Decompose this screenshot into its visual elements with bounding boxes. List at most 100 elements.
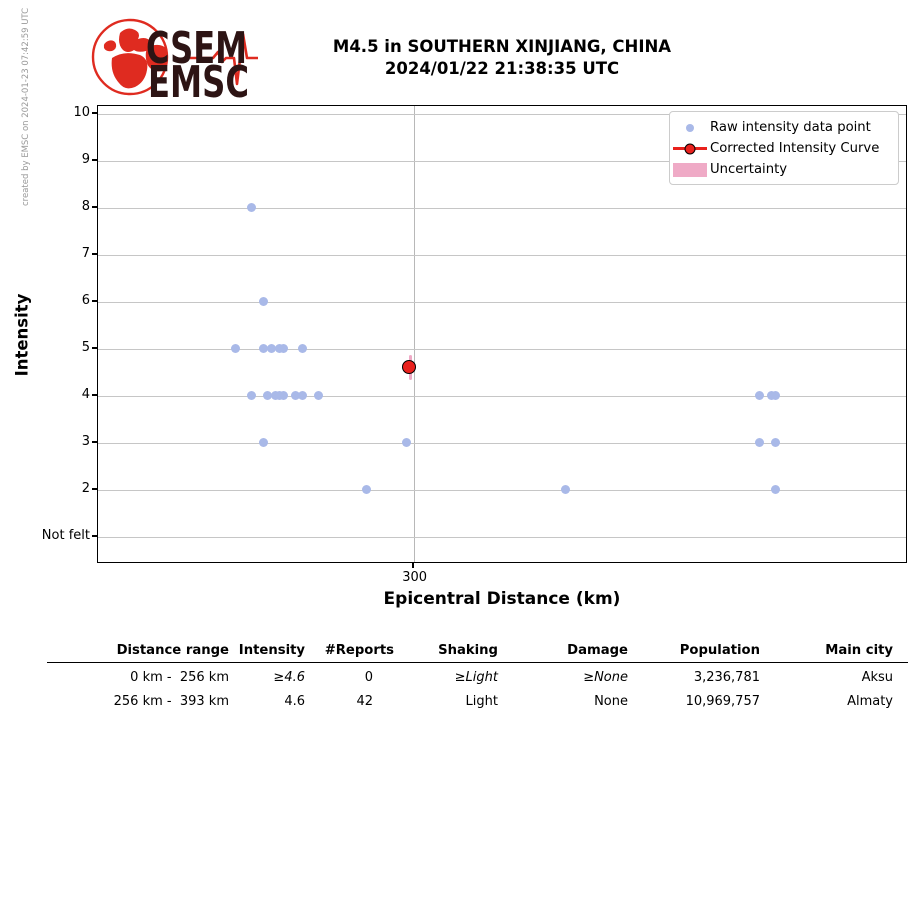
y-tick-mark — [91, 300, 97, 302]
table-header-reports: #Reports — [324, 643, 394, 658]
logo-seismogram-icon — [190, 32, 258, 86]
raw-data-point — [246, 203, 256, 213]
corrected-intensity-point — [402, 359, 417, 374]
raw-data-point — [258, 344, 268, 354]
y-gridline — [98, 348, 906, 350]
y-tick-mark — [91, 206, 97, 208]
legend-entry-raw: Raw intensity data point — [670, 117, 898, 138]
raw-data-point — [770, 438, 780, 448]
x-tick-label: 300 — [402, 570, 428, 585]
x-gridline — [413, 106, 415, 562]
raw-data-point — [246, 391, 256, 401]
y-tick-mark — [91, 159, 97, 161]
y-tick-label: Not felt — [41, 528, 90, 544]
y-gridline — [98, 301, 906, 303]
logo-text-emsc: EMSC — [148, 57, 249, 103]
legend-entry-corrected: Corrected Intensity Curve — [670, 138, 898, 159]
y-tick-mark — [91, 535, 97, 537]
y-gridline — [98, 489, 906, 491]
table-cell-damage: ≥None — [583, 669, 628, 685]
y-tick-label: 10 — [73, 105, 90, 121]
raw-data-point — [755, 391, 765, 401]
table-cell-shaking: Light — [465, 693, 498, 709]
x-tick-mark — [412, 563, 414, 568]
y-tick-label: 7 — [81, 246, 90, 262]
title-line-1: M4.5 in SOUTHERN XINJIANG, CHINA — [332, 37, 672, 56]
raw-data-point — [401, 438, 411, 448]
raw-data-point — [755, 438, 765, 448]
table-cell-city: Aksu — [861, 669, 893, 685]
raw-data-point — [298, 344, 308, 354]
table-cell-shaking: ≥Light — [454, 669, 498, 685]
legend-entry-uncertainty: Uncertainty — [670, 159, 898, 180]
y-tick-mark — [91, 347, 97, 349]
table-header-shaking: Shaking — [438, 643, 498, 658]
y-tick-label: 3 — [81, 434, 90, 450]
y-gridline — [98, 113, 906, 115]
logo-text-csem: CSEM — [146, 23, 247, 74]
y-tick-label: 2 — [81, 481, 90, 497]
legend-label-uncertainty: Uncertainty — [710, 162, 788, 177]
creation-credit: created by EMSC on 2024-01-23 07:42:59 U… — [21, 7, 31, 206]
table-cell-pop: 3,236,781 — [693, 669, 760, 685]
y-gridline — [98, 536, 906, 538]
raw-data-point — [266, 344, 276, 354]
corrected-curve-marker-icon — [670, 143, 710, 154]
chart-title: M4.5 in SOUTHERN XINJIANG, CHINA 2024/01… — [97, 36, 907, 79]
table-cell-dist: 0 km - 256 km — [130, 669, 229, 685]
y-gridline — [98, 160, 906, 162]
y-tick-label: 9 — [81, 152, 90, 168]
y-tick-mark — [91, 112, 97, 114]
table-cell-damage: None — [594, 693, 628, 709]
y-gridline — [98, 207, 906, 209]
y-gridline — [98, 254, 906, 256]
y-axis-label: Intensity — [12, 293, 32, 377]
raw-data-point — [314, 391, 324, 401]
summary-table: Distance range Intensity #Reports Shaking Da… — [47, 640, 908, 713]
x-axis-label: Epicentral Distance (km) — [383, 589, 621, 609]
y-tick-mark — [91, 441, 97, 443]
y-tick-mark — [91, 488, 97, 490]
y-gridline — [98, 442, 906, 444]
table-cell-pop: 10,969,757 — [685, 693, 760, 709]
uncertainty-patch-icon — [670, 162, 710, 177]
emsc-logo: CSEM EMSC — [91, 18, 258, 103]
raw-data-point — [278, 391, 288, 401]
y-tick-mark — [91, 394, 97, 396]
raw-data-point — [258, 438, 268, 448]
table-header-city: Main city — [825, 643, 893, 658]
raw-data-point — [230, 344, 240, 354]
y-gridline — [98, 395, 906, 397]
title-line-2: 2024/01/22 21:38:35 UTC — [384, 58, 620, 78]
legend: Raw intensity data point Corrected Inten… — [669, 111, 899, 185]
table-cell-reports: 0 — [364, 669, 373, 685]
raw-data-point — [770, 391, 780, 401]
table-header-rule — [47, 662, 908, 665]
raw-data-point — [560, 485, 570, 495]
table-cell-reports: 42 — [356, 693, 373, 709]
y-tick-label: 4 — [81, 387, 90, 403]
table-cell-int: 4.6 — [284, 693, 305, 709]
plot-area: Raw intensity data point Corrected Inten… — [97, 105, 907, 563]
y-tick-label: 8 — [81, 199, 90, 215]
table-cell-city: Almaty — [847, 693, 893, 709]
legend-label-raw: Raw intensity data point — [710, 120, 871, 135]
table-header-damage: Damage — [567, 643, 628, 658]
raw-data-point — [262, 391, 272, 401]
legend-label-corrected: Corrected Intensity Curve — [710, 141, 880, 156]
table-header-int: Intensity — [238, 643, 305, 658]
raw-data-point — [278, 344, 288, 354]
logo-continents-icon — [103, 28, 167, 89]
table-header-pop: Population — [679, 643, 760, 658]
raw-data-point — [290, 391, 300, 401]
y-tick-mark — [91, 253, 97, 255]
raw-data-point — [258, 297, 268, 307]
table-cell-int: ≥4.6 — [273, 669, 305, 685]
table-header-dist: Distance range — [116, 643, 229, 658]
raw-data-point — [298, 391, 308, 401]
table-cell-dist: 256 km - 393 km — [113, 693, 229, 709]
raw-point-marker-icon — [670, 123, 710, 132]
raw-data-point — [770, 485, 780, 495]
raw-data-point — [362, 485, 371, 495]
